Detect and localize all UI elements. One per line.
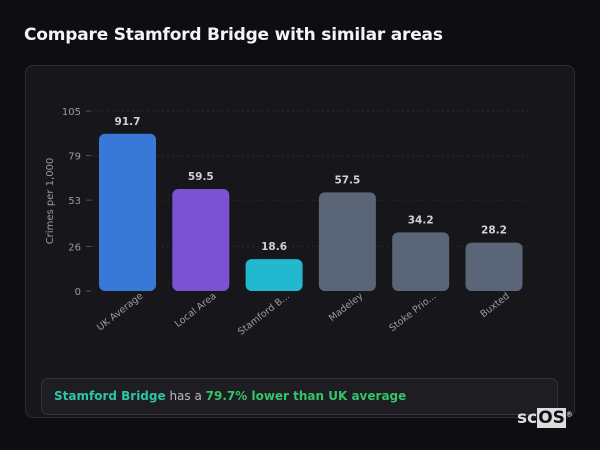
data-label: 18.6 bbox=[261, 241, 287, 253]
summary-comparison: 79.7% lower than UK average bbox=[205, 389, 407, 403]
x-tick-label: Stoke Prio... bbox=[387, 291, 438, 334]
y-tick-label: 53 bbox=[68, 196, 81, 207]
y-tick-label: 79 bbox=[68, 152, 81, 163]
bar[interactable] bbox=[245, 259, 303, 291]
bar[interactable] bbox=[392, 232, 450, 291]
scos-logo: scOS® bbox=[517, 408, 573, 428]
x-tick-label: UK Average bbox=[95, 291, 145, 334]
data-label: 59.5 bbox=[188, 171, 214, 183]
y-axis-label: Crimes per 1,000 bbox=[45, 158, 56, 245]
x-tick-label: Stamford B... bbox=[236, 291, 292, 338]
bar[interactable] bbox=[465, 242, 523, 291]
bar[interactable] bbox=[99, 133, 156, 291]
bar[interactable] bbox=[172, 189, 230, 291]
y-tick-label: 105 bbox=[62, 107, 81, 118]
page-title: Compare Stamford Bridge with similar are… bbox=[24, 25, 443, 45]
summary-middle: has a bbox=[165, 389, 206, 403]
data-label: 57.5 bbox=[334, 174, 360, 186]
bar[interactable] bbox=[318, 192, 376, 291]
data-label: 34.2 bbox=[408, 214, 434, 226]
y-tick-label: 0 bbox=[75, 287, 81, 298]
x-tick-label: Buxted bbox=[478, 291, 511, 320]
data-label: 28.2 bbox=[481, 225, 507, 237]
x-tick-label: Local Area bbox=[173, 291, 219, 330]
summary-area: Stamford Bridge bbox=[54, 389, 166, 403]
x-tick-label: Madeley bbox=[327, 290, 366, 324]
data-label: 91.7 bbox=[115, 116, 141, 128]
summary-box: Stamford Bridge has a 79.7% lower than U… bbox=[41, 378, 558, 415]
y-tick-label: 26 bbox=[68, 242, 81, 253]
